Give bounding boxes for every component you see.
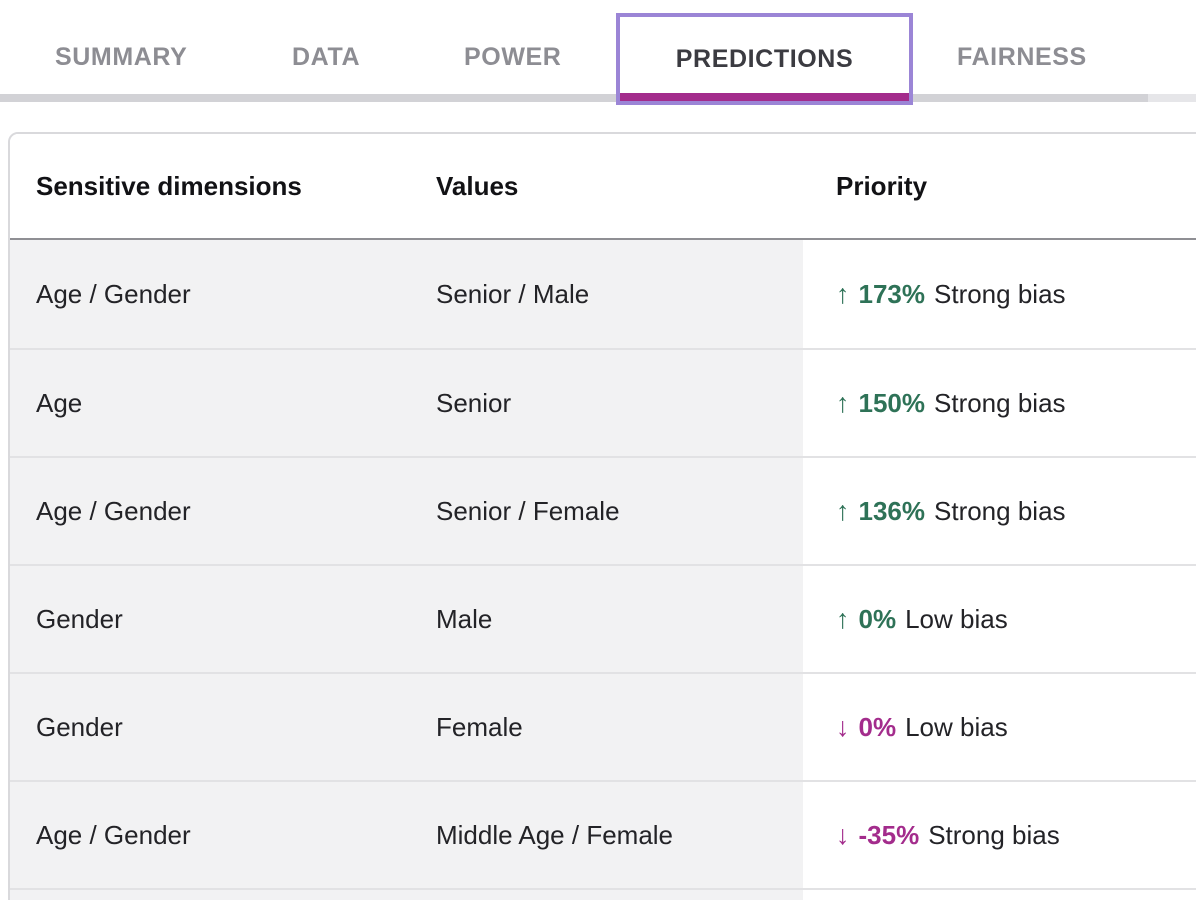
table-row: Age Senior ↑ 150% Strong bias	[10, 348, 1196, 456]
table-header-row: Sensitive dimensions Values Priority	[10, 134, 1196, 240]
tab-power[interactable]: POWER	[464, 12, 561, 102]
values-text: Male	[436, 603, 493, 634]
values-text: Female	[436, 711, 523, 742]
cell-values: Male	[436, 566, 803, 672]
tab-underline-track-end	[1148, 94, 1196, 102]
tab-predictions[interactable]: PREDICTIONS	[616, 13, 913, 105]
bias-label: Strong bias	[934, 278, 1066, 309]
cell-dimensions: Gender	[10, 674, 436, 780]
dimensions-text: Age / Gender	[36, 495, 191, 526]
cell-values: Senior / Female	[436, 458, 803, 564]
cell-priority: ↑ 173% Strong bias	[803, 240, 1196, 348]
cell-values: Middle Age / Female	[436, 782, 803, 888]
column-header-values: Values	[436, 170, 519, 201]
trend-arrow-icon: ↑	[836, 387, 850, 418]
cell-values	[436, 890, 803, 900]
tab-data[interactable]: DATA	[292, 12, 360, 102]
dimensions-text: Gender	[36, 711, 123, 742]
tab-summary[interactable]: SUMMARY	[55, 12, 187, 102]
bias-label: Strong bias	[928, 819, 1060, 850]
dimensions-text: Age	[36, 387, 83, 418]
dimensions-text: Age / Gender	[36, 278, 191, 309]
bias-table-card: Sensitive dimensions Values Priority Age…	[8, 132, 1196, 900]
trend-percent: 173%	[858, 278, 926, 309]
cell-priority: ↓ -35% Strong bias	[803, 782, 1196, 888]
tab-label: DATA	[292, 42, 361, 71]
cell-dimensions	[10, 890, 436, 900]
cell-values: Senior	[436, 350, 803, 456]
table-body: Age / Gender Senior / Male ↑ 173% Strong…	[10, 240, 1196, 888]
tab-label: POWER	[464, 42, 562, 71]
cell-priority: ↑ 150% Strong bias	[803, 350, 1196, 456]
bias-label: Low bias	[905, 711, 1008, 742]
dimensions-text: Gender	[36, 603, 123, 634]
table-row: Age / Gender Senior / Female ↑ 136% Stro…	[10, 456, 1196, 564]
bias-label: Strong bias	[934, 387, 1066, 418]
cell-priority	[803, 890, 1196, 900]
cell-priority: ↑ 0% Low bias	[803, 566, 1196, 672]
cell-dimensions: Age	[10, 350, 436, 456]
active-tab-underline	[620, 93, 909, 101]
trend-percent: 150%	[858, 387, 926, 418]
trend-arrow-icon: ↑	[836, 278, 850, 309]
tab-bar: SUMMARY DATA POWER PREDICTIONS FAIRNESS	[0, 0, 1196, 105]
column-header-sensitive-dimensions: Sensitive dimensions	[36, 170, 302, 201]
cell-dimensions: Age / Gender	[10, 782, 436, 888]
tab-label: SUMMARY	[55, 42, 188, 71]
cell-dimensions: Age / Gender	[10, 458, 436, 564]
tab-fairness[interactable]: FAIRNESS	[957, 12, 1087, 102]
tab-underline-track	[0, 94, 1196, 102]
cell-values: Senior / Male	[436, 240, 803, 348]
values-text: Middle Age / Female	[436, 819, 674, 850]
trend-arrow-icon: ↑	[836, 495, 850, 526]
table-row: Age / Gender Senior / Male ↑ 173% Strong…	[10, 240, 1196, 348]
tab-label: FAIRNESS	[957, 42, 1087, 71]
trend-percent: -35%	[858, 819, 920, 850]
trend-percent: 136%	[858, 495, 926, 526]
trend-arrow-icon: ↑	[836, 603, 850, 634]
values-text: Senior / Female	[436, 495, 620, 526]
table-row: Gender Male ↑ 0% Low bias	[10, 564, 1196, 672]
trend-percent: 0%	[858, 711, 897, 742]
dimensions-text: Age / Gender	[36, 819, 191, 850]
cell-priority: ↑ 136% Strong bias	[803, 458, 1196, 564]
values-text: Senior	[436, 387, 512, 418]
trend-arrow-icon: ↓	[836, 819, 850, 850]
values-text: Senior / Male	[436, 278, 590, 309]
table-row-partial	[10, 888, 1196, 900]
bias-label: Low bias	[905, 603, 1008, 634]
column-header-priority: Priority	[836, 170, 928, 201]
cell-dimensions: Gender	[10, 566, 436, 672]
trend-arrow-icon: ↓	[836, 711, 850, 742]
table-row: Gender Female ↓ 0% Low bias	[10, 672, 1196, 780]
tab-label: PREDICTIONS	[675, 44, 854, 73]
cell-dimensions: Age / Gender	[10, 240, 436, 348]
cell-priority: ↓ 0% Low bias	[803, 674, 1196, 780]
table-row: Age / Gender Middle Age / Female ↓ -35% …	[10, 780, 1196, 888]
bias-label: Strong bias	[934, 495, 1066, 526]
trend-percent: 0%	[858, 603, 897, 634]
cell-values: Female	[436, 674, 803, 780]
